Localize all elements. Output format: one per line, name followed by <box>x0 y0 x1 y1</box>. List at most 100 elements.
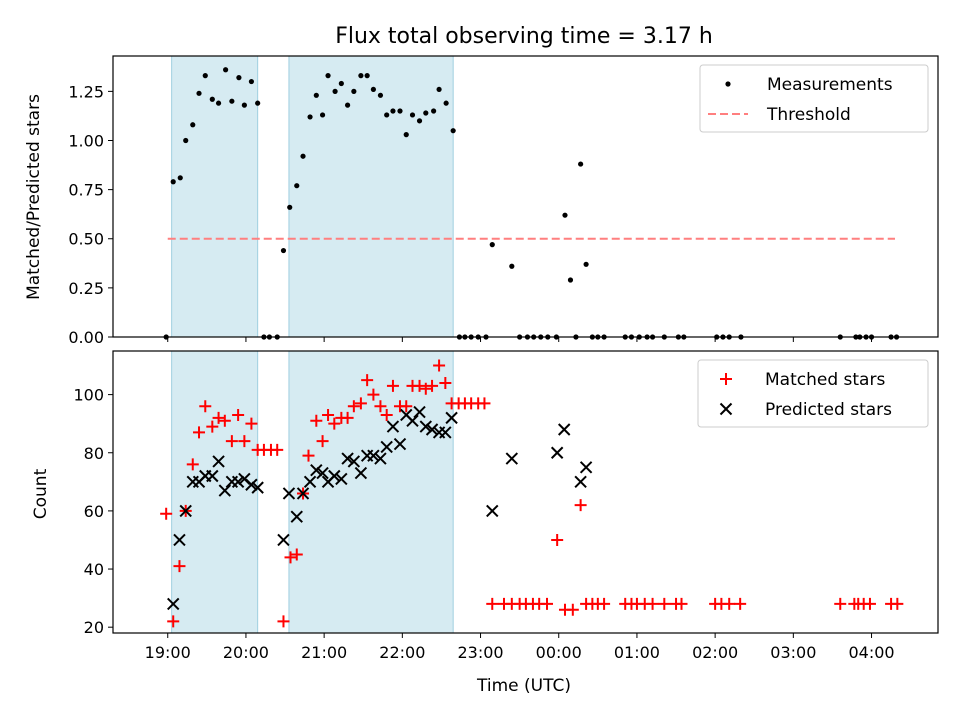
matched-star-point <box>433 359 446 372</box>
measurement-point <box>332 88 338 94</box>
predicted-star-point <box>316 466 329 480</box>
matched-star-point <box>361 374 374 387</box>
legend-marker-predicted <box>719 402 733 416</box>
y-tick-label: 40 <box>84 560 104 579</box>
predicted-star-point <box>574 475 587 489</box>
x-tick-label: 04:00 <box>848 643 894 662</box>
measurement-point <box>223 67 229 73</box>
predicted-star-point <box>386 420 400 433</box>
predicted-star-point <box>328 469 341 483</box>
measurement-point <box>431 108 437 114</box>
y-tick-label: 100 <box>73 386 104 405</box>
legend-marker-matched <box>720 373 732 385</box>
matched-star-point <box>341 411 354 424</box>
matched-star-point <box>310 414 323 427</box>
matched-star-point <box>478 397 491 410</box>
matched-star-point <box>374 400 387 413</box>
top-panel: 0.00 0.25 0.50 0.75 1.00 1.25 Measurements Thre… <box>68 55 939 347</box>
measurement-point <box>377 92 384 98</box>
matched-star-point <box>290 548 303 561</box>
matched-star-point <box>863 597 876 610</box>
measurement-point <box>578 161 584 167</box>
matched-star-point <box>566 603 579 616</box>
measurement-point <box>567 277 574 283</box>
matched-star-point <box>380 408 393 421</box>
x-tick-label: 03:00 <box>770 643 816 662</box>
measurement-point <box>196 90 202 96</box>
x-tick-label: 21:00 <box>301 643 347 662</box>
measurement-point <box>294 183 300 189</box>
matched-star-point <box>658 597 671 610</box>
predicted-star-point <box>413 405 426 419</box>
matched-star-point <box>225 435 238 448</box>
matched-star-point <box>271 443 284 456</box>
predicted-star-point <box>245 478 258 491</box>
predicted-star-point <box>310 463 323 477</box>
matched-star-point <box>322 408 335 421</box>
matched-star-point <box>734 597 747 610</box>
predicted-star-point <box>179 504 192 518</box>
matched-star-point <box>173 560 186 573</box>
matched-star-point <box>245 417 258 430</box>
predicted-star-point <box>425 423 439 436</box>
matched-star-point <box>160 507 173 520</box>
matched-star-point <box>419 382 432 395</box>
predicted-star-point <box>347 455 361 468</box>
y-tick-label: 0.00 <box>68 328 104 347</box>
predicted-star-point <box>367 449 380 462</box>
predicted-star-point <box>341 452 354 465</box>
measurement-point <box>338 80 344 87</box>
predicted-star-point <box>290 510 303 523</box>
matched-star-point <box>891 597 904 610</box>
measurement-point <box>190 122 196 128</box>
measurement-point <box>562 212 568 218</box>
measurement-point <box>358 73 364 79</box>
predicted-star-point <box>251 481 264 494</box>
measurement-point <box>583 261 589 267</box>
predicted-star-point <box>282 487 296 500</box>
predicted-star-point <box>277 533 290 547</box>
predicted-star-point <box>296 487 310 500</box>
measurement-point <box>509 263 515 269</box>
legend-label: Matched stars <box>765 370 885 390</box>
measurement-point <box>351 88 357 94</box>
measurement-point <box>384 112 390 118</box>
chart-title: Flux total observing time = 3.17 h <box>335 24 713 49</box>
observing-span-1 <box>288 350 454 634</box>
predicted-star-point <box>173 533 186 547</box>
measurement-point <box>300 153 306 159</box>
y-tick-label: 0.50 <box>68 230 104 249</box>
x-axis-label: Time (UTC) <box>476 676 571 696</box>
measurement-point <box>170 179 176 185</box>
legend-label: Measurements <box>767 75 893 95</box>
matched-star-point <box>723 597 736 610</box>
legend: Matched stars Predicted stars <box>697 359 929 428</box>
measurement-point <box>344 102 351 108</box>
predicted-star-point <box>206 469 219 483</box>
measurement-point <box>229 98 235 104</box>
matched-star-point <box>302 449 315 462</box>
predicted-star-point <box>505 452 519 465</box>
matched-star-point <box>574 499 587 512</box>
predicted-star-point <box>393 437 407 451</box>
matched-star-point <box>186 458 199 471</box>
measurement-point <box>325 73 331 79</box>
matched-star-point <box>675 597 688 610</box>
x-tick-label: 00:00 <box>536 643 582 662</box>
measurement-point <box>489 242 495 248</box>
matched-star-point <box>646 597 659 610</box>
measurement-point <box>416 118 423 124</box>
measurement-point <box>236 75 242 81</box>
x-tick-label: 23:00 <box>457 643 503 662</box>
predicted-star-point <box>558 423 571 436</box>
measurement-point <box>280 247 287 254</box>
measurement-point <box>183 137 189 144</box>
measurement-point <box>248 78 255 85</box>
matched-star-point <box>598 597 611 610</box>
measurement-point <box>397 108 403 114</box>
matched-star-point <box>167 615 180 628</box>
predicted-star-point <box>550 446 564 459</box>
predicted-star-point <box>167 597 180 611</box>
legend-box <box>697 359 929 428</box>
predicted-star-point <box>439 426 452 439</box>
